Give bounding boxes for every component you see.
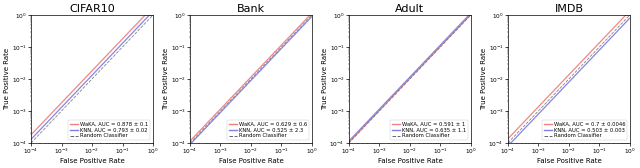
Y-axis label: True Positive Rate: True Positive Rate <box>163 48 169 110</box>
Y-axis label: True Positive Rate: True Positive Rate <box>322 48 328 110</box>
Legend: WaKA, AUC = 0.591 ± 1, KNN, AUC = 0.635 ± 1.1, Random Classifier: WaKA, AUC = 0.591 ± 1, KNN, AUC = 0.635 … <box>390 120 468 140</box>
Legend: WaKA, AUC = 0.7 ± 0.0046, KNN, AUC = 0.503 ± 0.003, Random Classifier: WaKA, AUC = 0.7 ± 0.0046, KNN, AUC = 0.5… <box>542 120 627 140</box>
X-axis label: False Positive Rate: False Positive Rate <box>60 158 124 164</box>
Legend: WaKA, AUC = 0.629 ± 0.6, KNN, AUC = 0.525 ± 2.3, Random Classifier: WaKA, AUC = 0.629 ± 0.6, KNN, AUC = 0.52… <box>227 120 309 140</box>
Y-axis label: True Positive Rate: True Positive Rate <box>4 48 10 110</box>
Y-axis label: True Positive Rate: True Positive Rate <box>481 48 487 110</box>
X-axis label: False Positive Rate: False Positive Rate <box>219 158 284 164</box>
X-axis label: False Positive Rate: False Positive Rate <box>378 158 442 164</box>
Title: Adult: Adult <box>396 4 424 14</box>
X-axis label: False Positive Rate: False Positive Rate <box>536 158 601 164</box>
Title: Bank: Bank <box>237 4 265 14</box>
Title: IMDB: IMDB <box>554 4 584 14</box>
Legend: WaKA, AUC = 0.878 ± 0.1, KNN, AUC = 0.793 ± 0.02, Random Classifier: WaKA, AUC = 0.878 ± 0.1, KNN, AUC = 0.79… <box>68 120 150 140</box>
Title: CIFAR10: CIFAR10 <box>69 4 115 14</box>
